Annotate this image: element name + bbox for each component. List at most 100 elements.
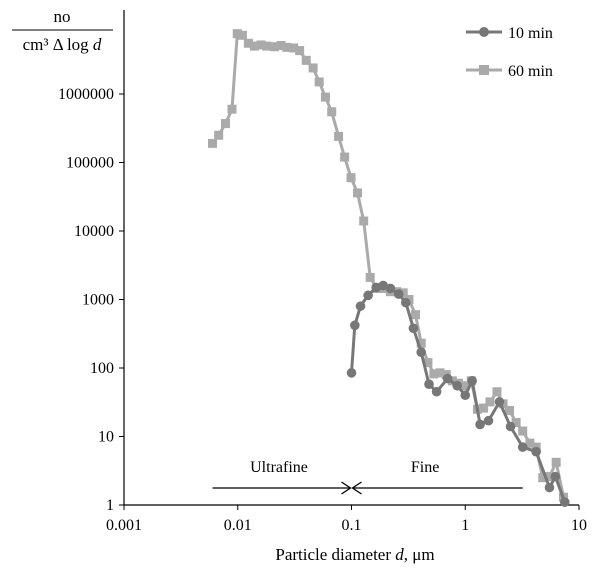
region-annotations: Ultrafine Fine: [212, 459, 523, 495]
data-point-10-min: [378, 280, 389, 291]
data-point-60-min: [485, 397, 495, 407]
data-point-60-min: [340, 152, 350, 162]
series-10-min: [346, 280, 570, 507]
ultrafine-label: Ultrafine: [250, 459, 308, 476]
data-point-10-min: [424, 379, 434, 390]
data-point-60-min: [538, 473, 548, 483]
data-point-60-min: [492, 387, 502, 397]
data-point-10-min: [494, 397, 505, 407]
y-tick-label: 1000000: [58, 86, 114, 103]
legend-marker-10-min: [479, 27, 489, 37]
data-point-10-min: [393, 289, 404, 299]
data-point-60-min: [334, 131, 344, 141]
x-tick-label: 0.01: [224, 517, 252, 534]
y-tick-label: 100: [90, 360, 114, 377]
y-tick-label: 100000: [66, 155, 114, 172]
data-point-60-min: [327, 107, 337, 117]
fine-label: Fine: [411, 459, 439, 476]
data-point-60-min: [276, 41, 286, 51]
y-tick-label: 10: [98, 429, 114, 446]
data-point-60-min: [511, 418, 521, 428]
x-tick-label: 0.1: [342, 517, 362, 534]
data-point-60-min: [269, 42, 279, 52]
data-point-60-min: [214, 130, 224, 140]
data-point-10-min: [416, 347, 427, 358]
data-point-60-min: [423, 358, 433, 368]
x-axis-title: Particle diameter d, μm: [275, 545, 434, 564]
data-point-10-min: [517, 442, 528, 452]
data-point-10-min: [400, 297, 411, 308]
x-tick-label: 10: [571, 517, 587, 534]
x-tick-label: 0.001: [106, 517, 142, 534]
data-point-60-min: [435, 368, 445, 378]
data-point-60-min: [460, 381, 470, 391]
data-point-10-min: [350, 320, 360, 331]
x-tick-label: 1: [461, 517, 469, 534]
data-point-60-min: [365, 272, 375, 282]
data-point-60-min: [410, 310, 420, 320]
legend-label-60-min: 60 min: [508, 63, 553, 80]
data-point-60-min: [208, 138, 218, 148]
data-point-60-min: [525, 438, 535, 448]
data-point-10-min: [505, 421, 516, 432]
data-point-60-min: [346, 173, 356, 183]
series-line-10-min: [350, 284, 567, 503]
data-point-60-min: [289, 43, 299, 53]
data-point-10-min: [363, 290, 373, 301]
data-point-60-min: [237, 30, 247, 40]
data-point-10-min: [475, 419, 485, 430]
data-point-60-min: [295, 46, 305, 56]
data-point-60-min: [227, 104, 237, 114]
legend: 10 min 60 min: [466, 25, 553, 80]
y-axis-title-numerator: no: [54, 7, 71, 26]
data-point-60-min: [282, 42, 292, 52]
data-point-60-min: [308, 63, 318, 73]
data-point-60-min: [551, 457, 561, 467]
data-point-10-min: [467, 376, 477, 386]
data-point-10-min: [452, 380, 463, 391]
data-point-60-min: [429, 369, 439, 379]
data-point-10-min: [531, 446, 541, 457]
legend-item-60-min: 60 min: [466, 63, 553, 80]
data-point-10-min: [544, 482, 555, 493]
data-point-60-min: [314, 77, 324, 87]
y-tick-label: 1000: [82, 292, 114, 309]
data-point-10-min: [442, 373, 453, 384]
legend-label-10-min: 10 min: [508, 25, 553, 42]
data-point-60-min: [220, 119, 230, 129]
legend-marker-60-min: [479, 65, 489, 75]
data-point-10-min: [550, 471, 561, 482]
data-point-10-min: [431, 386, 442, 397]
data-point-10-min: [346, 368, 357, 378]
y-tick-label: 1: [106, 497, 114, 514]
data-point-10-min: [385, 283, 396, 294]
data-point-60-min: [256, 40, 266, 50]
data-point-60-min: [262, 41, 272, 51]
data-point-60-min: [479, 403, 489, 413]
data-point-60-min: [232, 29, 242, 39]
data-point-10-min: [559, 497, 570, 507]
ultrafine-arrowhead: [341, 481, 352, 495]
y-axis-title: no cm³ Δ log d: [12, 7, 113, 54]
series-layer: [208, 29, 570, 507]
data-point-60-min: [505, 405, 515, 415]
data-point-60-min: [320, 92, 330, 102]
data-point-10-min: [460, 390, 471, 401]
data-point-60-min: [544, 472, 554, 482]
data-point-60-min: [249, 41, 259, 51]
legend-item-10-min: 10 min: [466, 25, 553, 42]
data-point-60-min: [359, 216, 369, 226]
fine-arrowhead: [351, 481, 362, 495]
data-point-10-min: [355, 301, 366, 311]
data-point-60-min: [353, 188, 363, 198]
data-point-10-min: [483, 415, 494, 426]
y-axis-ticks: 1 10 100 1000 10000 100000 1000000: [58, 86, 124, 514]
y-tick-label: 10000: [74, 223, 114, 240]
data-point-60-min: [301, 55, 311, 65]
x-axis-ticks: 0.001 0.01 0.1 1 10: [106, 505, 587, 534]
data-point-60-min: [243, 38, 253, 48]
data-point-10-min: [408, 323, 419, 334]
y-axis-title-denominator: cm³ Δ log d: [23, 35, 102, 54]
data-point-60-min: [416, 338, 426, 348]
